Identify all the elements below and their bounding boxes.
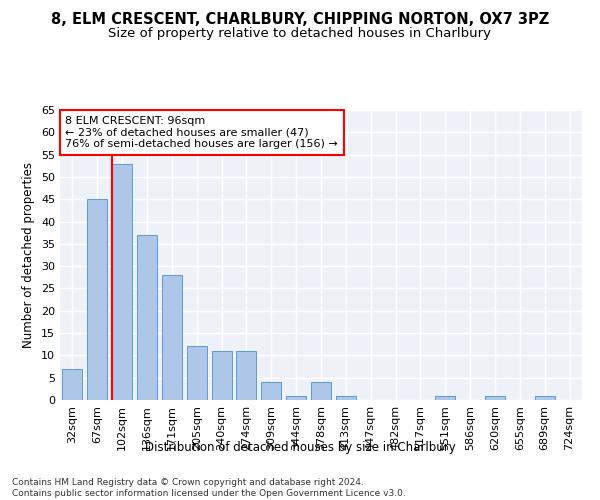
Bar	[535, 396, 554, 400]
Bar	[436, 396, 455, 400]
Y-axis label: Number of detached properties: Number of detached properties	[22, 162, 35, 348]
Bar	[262, 382, 281, 400]
Bar	[311, 382, 331, 400]
Bar	[485, 396, 505, 400]
Bar	[336, 396, 356, 400]
Text: Size of property relative to detached houses in Charlbury: Size of property relative to detached ho…	[109, 28, 491, 40]
Bar	[62, 369, 82, 400]
Bar	[187, 346, 206, 400]
Bar	[212, 351, 232, 400]
Bar	[88, 199, 107, 400]
Bar	[112, 164, 132, 400]
Bar	[162, 275, 182, 400]
Bar	[236, 351, 256, 400]
Text: 8 ELM CRESCENT: 96sqm
← 23% of detached houses are smaller (47)
76% of semi-deta: 8 ELM CRESCENT: 96sqm ← 23% of detached …	[65, 116, 338, 149]
Text: Distribution of detached houses by size in Charlbury: Distribution of detached houses by size …	[145, 441, 455, 454]
Bar	[137, 235, 157, 400]
Text: 8, ELM CRESCENT, CHARLBURY, CHIPPING NORTON, OX7 3PZ: 8, ELM CRESCENT, CHARLBURY, CHIPPING NOR…	[51, 12, 549, 28]
Bar	[286, 396, 306, 400]
Text: Contains HM Land Registry data © Crown copyright and database right 2024.
Contai: Contains HM Land Registry data © Crown c…	[12, 478, 406, 498]
